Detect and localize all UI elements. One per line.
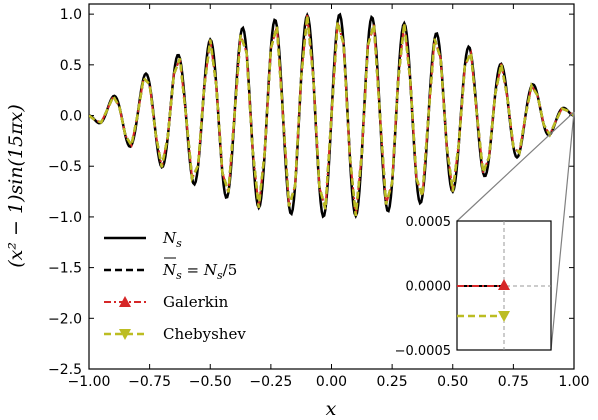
legend: Ns Ns = Ns/5 Galerkin Chebyshev [104,229,246,343]
x-tick-label: −0.25 [249,374,292,390]
legend-marker-chebyshev [119,329,131,340]
x-tick-label: −1.00 [68,374,111,390]
y-tick-label: −2.0 [48,311,82,327]
y-tick-label: 0.0 [60,109,82,125]
x-tick-label: −0.50 [189,374,232,390]
series-chebyshev-line [89,15,574,217]
legend-entry-chebyshev: Chebyshev [104,325,246,343]
inset-chebyshev-marker [498,311,510,322]
zoom-connector-bottom [550,111,575,351]
legend-entry-ns: Ns [104,229,182,250]
legend-label-ns-coarse: Ns = Ns/5 [162,261,237,282]
y-tick-label: −0.5 [48,159,82,175]
legend-label-ns: Ns [162,229,182,250]
y-axis-label: (x² − 1)sin(15πx) [5,104,27,268]
x-tick-label: 1.00 [558,374,589,390]
inset-y-tick-label: 0.0005 [406,215,452,230]
inset-y-tick-label: −0.0005 [395,344,451,359]
x-tick-label: 0.25 [377,374,408,390]
x-tick-label: 0.00 [316,374,347,390]
x-tick-label: 0.75 [498,374,529,390]
y-tick-label: −2.5 [48,362,82,378]
x-axis-ticks: −1.00 −0.75 −0.50 −0.25 0.00 0.25 0.50 0.75 1.00 [68,4,590,390]
legend-entry-ns-coarse: Ns = Ns/5 [104,257,237,282]
y-tick-label: 1.0 [60,7,82,23]
x-tick-label: −0.75 [128,374,171,390]
y-tick-label: −1.0 [48,210,82,226]
y-axis-ticks: −2.5 −2.0 −1.5 −1.0 −0.5 0.0 0.5 1.0 [48,7,574,378]
legend-label-galerkin: Galerkin [163,293,229,311]
x-axis-label: x [326,398,337,420]
x-tick-label: 0.50 [437,374,468,390]
legend-entry-galerkin: Galerkin [104,293,229,311]
legend-label-chebyshev: Chebyshev [163,325,246,343]
legend-marker-galerkin [119,296,131,307]
inset-y-ticks: 0.0005 0.0000 −0.0005 [395,215,461,359]
y-tick-label: 0.5 [60,58,82,74]
zoom-connector-top [456,111,575,222]
inset-y-tick-label: 0.0000 [406,280,452,295]
inset-galerkin-marker [498,279,510,290]
y-tick-label: −1.5 [48,261,82,277]
inset: 0.0005 0.0000 −0.0005 [395,215,552,359]
